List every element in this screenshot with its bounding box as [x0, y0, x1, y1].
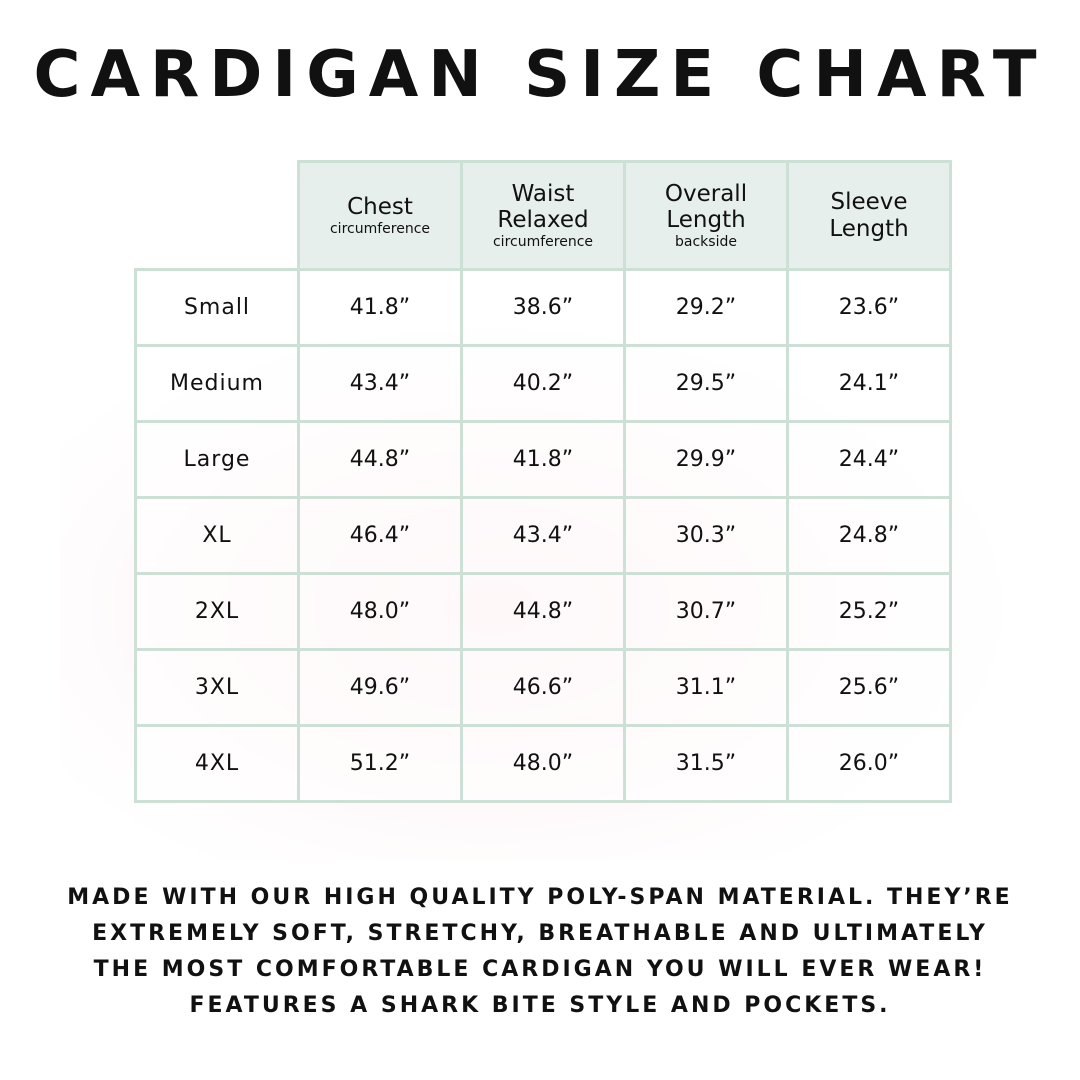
- description-line: FEATURES A SHARK BITE STYLE AND POCKETS.: [189, 993, 891, 1018]
- measurement-cell: 29.2”: [623, 268, 789, 347]
- size-label: Medium: [134, 344, 300, 423]
- size-label: 3XL: [134, 648, 300, 727]
- corner-cell: [135, 161, 300, 271]
- page-title: CARDIGAN SIZE CHART: [33, 38, 1047, 112]
- header-row: Chest circumference Waist Relaxed circumfer…: [135, 160, 952, 271]
- column-label: Waist Relaxed: [497, 181, 589, 234]
- column-sublabel: circumference: [492, 233, 594, 250]
- measurement-cell: 31.5”: [623, 724, 789, 803]
- measurement-cell: 30.3”: [623, 496, 789, 575]
- column-sublabel: circumference: [329, 220, 431, 237]
- size-label: Small: [134, 268, 300, 347]
- column-header: Sleeve Length: [786, 160, 952, 271]
- size-label: 2XL: [134, 572, 300, 651]
- table-row: 2XL 48.0” 44.8” 30.7” 25.2”: [134, 572, 952, 651]
- measurement-cell: 44.8”: [297, 420, 463, 499]
- measurement-cell: 46.6”: [460, 648, 626, 727]
- measurement-cell: 29.9”: [623, 420, 789, 499]
- measurement-cell: 40.2”: [460, 344, 626, 423]
- measurement-cell: 25.6”: [786, 648, 952, 727]
- measurement-cell: 24.8”: [786, 496, 952, 575]
- measurement-cell: 24.1”: [786, 344, 952, 423]
- measurement-cell: 51.2”: [297, 724, 463, 803]
- description: MADE WITH OUR HIGH QUALITY POLY-SPAN MAT…: [0, 880, 1080, 1024]
- column-header: Waist Relaxed circumference: [460, 160, 626, 271]
- column-label: Sleeve Length: [829, 189, 909, 242]
- measurement-cell: 31.1”: [623, 648, 789, 727]
- measurement-cell: 48.0”: [297, 572, 463, 651]
- column-sublabel: backside: [675, 233, 737, 250]
- measurement-cell: 41.8”: [297, 268, 463, 347]
- column-header: Chest circumference: [297, 160, 463, 271]
- measurement-cell: 43.4”: [460, 496, 626, 575]
- column-header: Overall Length backside: [623, 160, 789, 271]
- size-label: XL: [134, 496, 300, 575]
- measurement-cell: 48.0”: [460, 724, 626, 803]
- measurement-cell: 38.6”: [460, 268, 626, 347]
- measurement-cell: 23.6”: [786, 268, 952, 347]
- measurement-cell: 25.2”: [786, 572, 952, 651]
- measurement-cell: 30.7”: [623, 572, 789, 651]
- description-line: MADE WITH OUR HIGH QUALITY POLY-SPAN MAT…: [67, 885, 1013, 910]
- measurement-cell: 46.4”: [297, 496, 463, 575]
- measurement-cell: 41.8”: [460, 420, 626, 499]
- measurement-cell: 24.4”: [786, 420, 952, 499]
- column-label: Chest: [347, 194, 413, 221]
- description-line: EXTREMELY SOFT, STRETCHY, BREATHABLE AND…: [92, 921, 988, 946]
- table-row: 3XL 49.6” 46.6” 31.1” 25.6”: [134, 648, 952, 727]
- description-line: THE MOST COMFORTABLE CARDIGAN YOU WILL E…: [93, 957, 987, 982]
- measurement-cell: 43.4”: [297, 344, 463, 423]
- table-row: 4XL 51.2” 48.0” 31.5” 26.0”: [134, 724, 952, 803]
- measurement-cell: 44.8”: [460, 572, 626, 651]
- size-table: Chest circumference Waist Relaxed circumfer…: [134, 160, 952, 803]
- table-row: XL 46.4” 43.4” 30.3” 24.8”: [134, 496, 952, 575]
- size-label: 4XL: [134, 724, 300, 803]
- table-row: Small 41.8” 38.6” 29.2” 23.6”: [134, 268, 952, 347]
- column-label: Overall Length: [664, 181, 748, 234]
- table-row: Large 44.8” 41.8” 29.9” 24.4”: [134, 420, 952, 499]
- table-row: Medium 43.4” 40.2” 29.5” 24.1”: [134, 344, 952, 423]
- size-label: Large: [134, 420, 300, 499]
- measurement-cell: 49.6”: [297, 648, 463, 727]
- measurement-cell: 29.5”: [623, 344, 789, 423]
- measurement-cell: 26.0”: [786, 724, 952, 803]
